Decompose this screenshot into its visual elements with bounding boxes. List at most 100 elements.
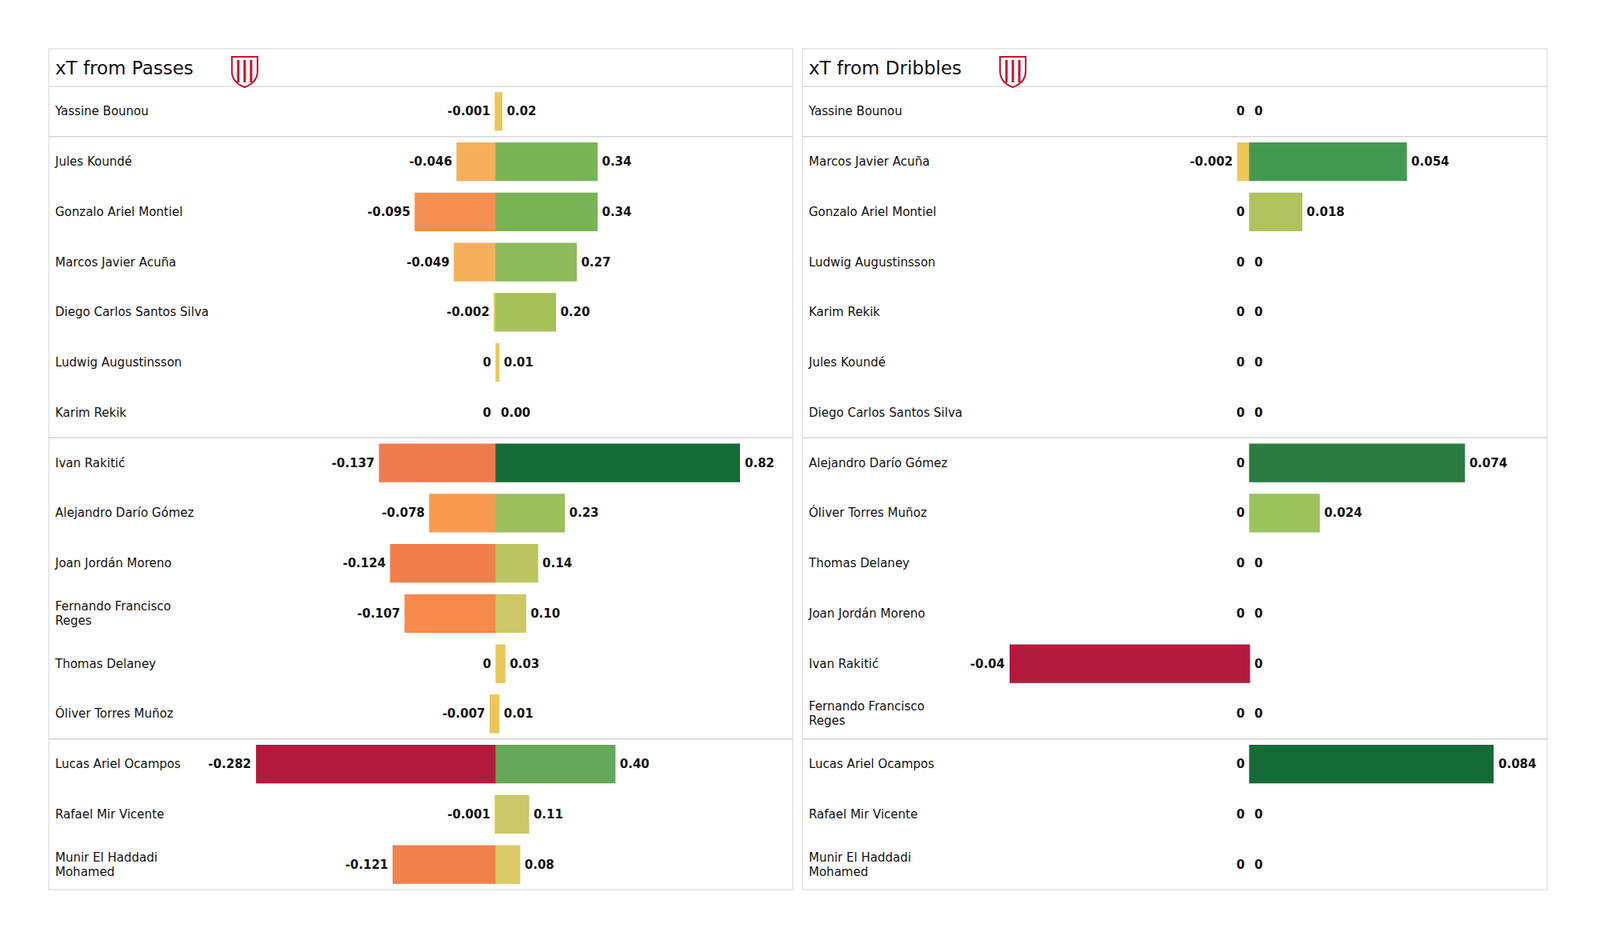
panel: xT from DribblesYassine BounouMarcos Jav… [802,48,1548,890]
data-label: 0.018 [1306,204,1344,220]
category-label: Óliver Torres Muñoz [55,705,174,721]
data-label: -0.124 [342,556,386,571]
bars [1009,143,1494,784]
category-label: Ivan Rakitić [55,456,125,471]
bar [496,192,597,231]
data-label: 0.08 [524,857,555,872]
bar [1248,344,1250,382]
data-label: 0 [1254,656,1263,672]
category-label: Rafael Mir Vicente [55,807,164,822]
category-label: Fernando FranciscoReges [808,699,925,728]
bar [1248,845,1250,884]
title: xT from Dribbles [808,57,962,79]
category-label: Fernando FranciscoReges [55,599,172,628]
data-label: 0.084 [1498,756,1536,772]
bar [496,92,502,131]
data-label: 0.024 [1324,505,1362,520]
crest-shield [232,56,258,88]
bar [1248,293,1250,332]
bar [379,444,496,482]
data-label: 0.054 [1411,154,1449,169]
bar [496,544,538,583]
bar [1248,644,1250,683]
bar [404,594,496,632]
bar [456,143,496,181]
bar [256,745,496,784]
data-label: -0.107 [356,606,400,621]
bar [496,344,500,382]
bar [1249,745,1494,784]
panel: xT from PassesYassine BounouJules Koundé… [48,48,793,890]
data-label: 0.34 [601,154,632,169]
bar [496,243,576,281]
data-label: -0.078 [381,505,425,520]
category-label: Diego Carlos Santos Silva [808,405,963,420]
category-label: Munir El HaddadiMohamed [808,850,912,880]
category-label: Ivan Rakitić [808,656,879,672]
data-label: 0 [1236,756,1245,772]
group-separator [48,437,793,439]
bar [1248,92,1250,131]
data-label: 0.40 [620,756,650,772]
bar [1249,192,1302,231]
crest-stripe [1005,60,1008,83]
data-label: 0 [1254,405,1263,420]
crest-stripe [243,60,246,83]
bar [1248,594,1250,632]
bar [490,695,496,733]
data-label: 0.01 [504,706,534,721]
bar [1248,92,1250,131]
title-separator [802,85,1548,87]
category-label: Gonzalo Ariel Montiel [55,204,183,220]
bar [454,243,496,281]
bar [496,143,597,181]
bars [256,92,740,884]
data-label: 0.03 [509,656,540,672]
bar [495,393,496,432]
data-label: 0 [1236,505,1245,520]
bar [496,444,740,482]
category-label: Jules Koundé [54,154,132,169]
bar [1249,143,1407,181]
bar [1237,143,1250,181]
bar [1009,644,1250,683]
bar [496,494,565,532]
data-label: 0 [1254,355,1263,370]
bar [392,845,496,884]
data-label: 0 [1236,556,1245,571]
bar [429,494,496,532]
bar [1248,795,1250,833]
data-label: -0.04 [970,656,1005,672]
bar [1248,594,1250,632]
bar [496,745,616,784]
bar [496,845,520,884]
crest-stripe [1018,60,1021,83]
panel-frame [802,48,1548,890]
data-label: 0 [483,355,492,370]
data-label: 0.27 [580,255,611,270]
bar [1248,845,1250,884]
data-label: -0.121 [345,857,389,872]
data-label: 0 [1236,857,1245,872]
data-label: -0.046 [408,154,452,169]
data-label: 0 [1236,104,1245,119]
category-label: Thomas Delaney [54,656,156,672]
category-label: Alejandro Darío Gómez [808,456,948,471]
data-label: 0 [1254,304,1263,320]
category-label: Karim Rekik [808,304,880,320]
title: xT from Passes [55,57,194,79]
category-label: Yassine Bounou [808,104,903,119]
data-label: -0.001 [447,104,491,119]
data-label: -0.137 [332,456,376,471]
data-label: 0.82 [744,456,775,471]
category-label: Munir El HaddadiMohamed [55,850,158,880]
data-label: 0.00 [500,405,531,420]
bar [1248,243,1250,281]
bar [496,644,505,683]
data-label: 0 [1236,304,1245,320]
bar [496,293,556,332]
data-label: 0 [1236,355,1245,370]
data-label: 0.23 [569,505,600,520]
group-separator [48,738,793,740]
data-label: -0.001 [447,807,491,822]
